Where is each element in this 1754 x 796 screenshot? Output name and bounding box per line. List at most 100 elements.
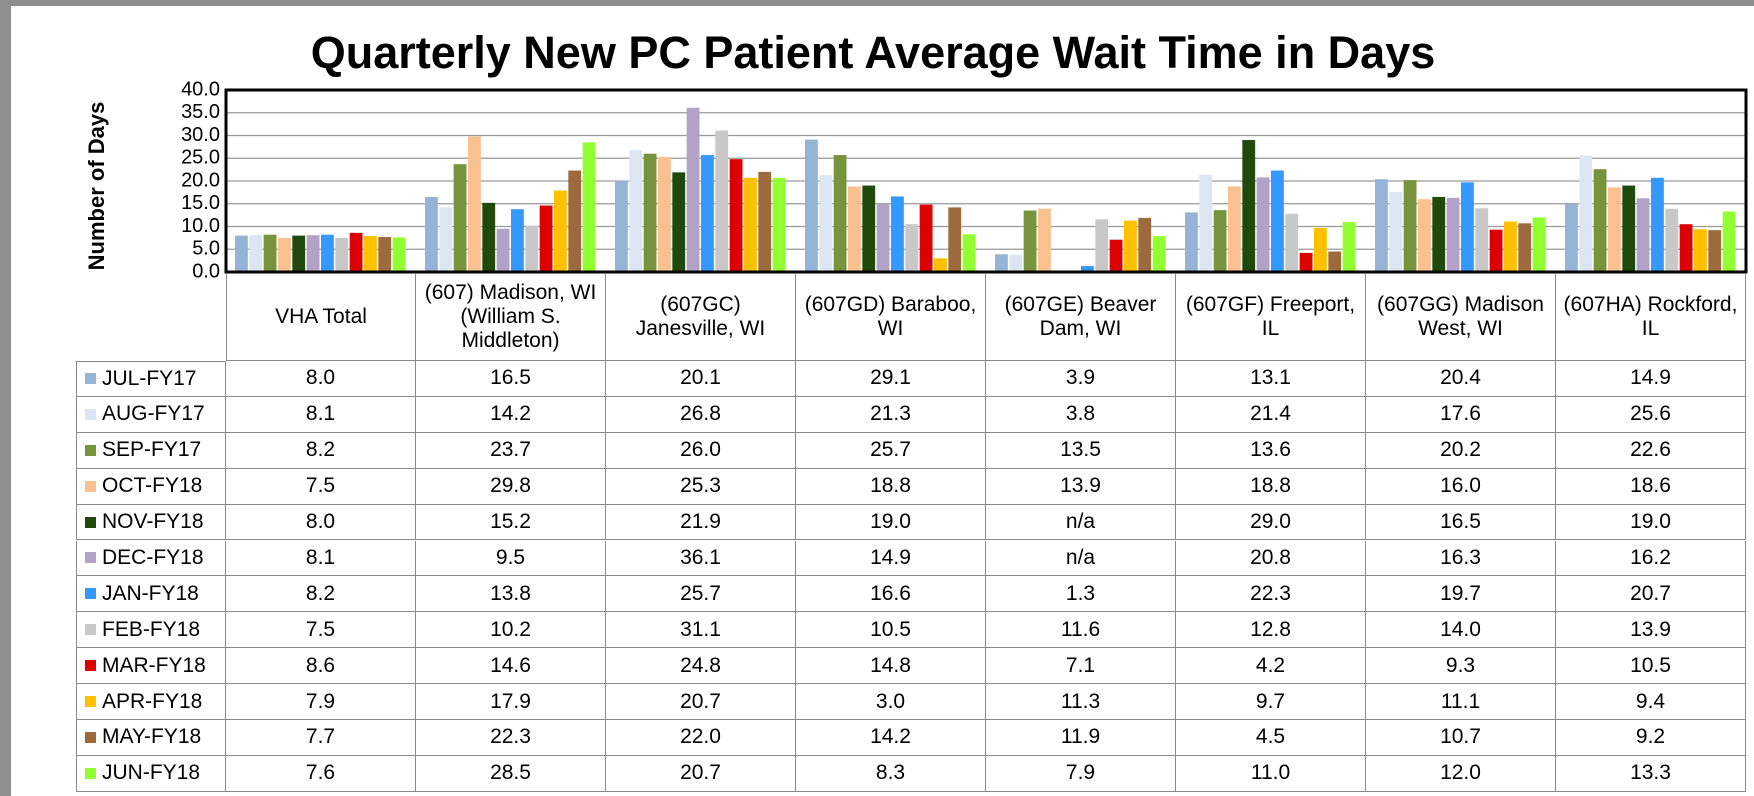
legend-swatch <box>85 660 96 672</box>
bar <box>715 130 729 272</box>
bar <box>1403 180 1417 272</box>
bar <box>1694 229 1707 272</box>
table-value: 7.9 <box>986 755 1176 792</box>
table-value: 25.6 <box>1556 396 1746 433</box>
table-value: 16.0 <box>1366 468 1556 505</box>
bar <box>1446 197 1460 272</box>
table-value: 14.2 <box>416 396 606 433</box>
bar <box>1679 224 1693 272</box>
bar <box>1081 266 1094 272</box>
category-header: (607GD) Baraboo, WI <box>796 274 986 361</box>
bar <box>1532 217 1546 272</box>
bar <box>1579 155 1593 272</box>
bar <box>672 172 686 272</box>
table-value: 13.3 <box>1556 755 1746 792</box>
table-value: 21.9 <box>606 504 796 541</box>
table-value: 7.6 <box>226 755 416 792</box>
bar <box>819 175 833 272</box>
bar <box>425 196 438 272</box>
bar <box>1124 220 1137 272</box>
table-value: 3.0 <box>796 684 986 720</box>
table-value: 13.9 <box>1556 612 1746 649</box>
bar <box>1138 217 1152 272</box>
bar <box>1285 213 1299 272</box>
legend-entry: JAN-FY18 <box>76 576 226 613</box>
bar <box>905 224 919 272</box>
table-value: n/a <box>986 504 1176 541</box>
table-value: 9.4 <box>1556 684 1746 720</box>
y-tick-label: 40.0 <box>181 78 220 100</box>
bar <box>744 177 757 272</box>
table-value: 7.5 <box>226 612 416 649</box>
legend-entry: AUG-FY17 <box>76 396 226 433</box>
legend-entry: NOV-FY18 <box>76 504 226 541</box>
bar <box>1199 174 1213 272</box>
bar <box>1489 229 1503 272</box>
bar <box>1708 230 1722 272</box>
bar <box>729 159 743 272</box>
bar <box>335 237 349 272</box>
legend-swatch <box>85 444 96 456</box>
bar <box>378 236 392 272</box>
bar <box>1375 179 1388 272</box>
table-value: 14.2 <box>796 720 986 756</box>
table-value: 16.5 <box>1366 504 1556 541</box>
table-value: 10.7 <box>1366 720 1556 756</box>
bar <box>1271 170 1284 272</box>
table-value: 9.5 <box>416 540 606 577</box>
table-value: n/a <box>986 540 1176 577</box>
table-value: 3.8 <box>986 396 1176 433</box>
table-value: 8.2 <box>226 576 416 613</box>
bar <box>468 136 481 272</box>
bar <box>1109 239 1123 272</box>
bar <box>862 185 876 272</box>
legend-label: NOV-FY18 <box>102 510 204 534</box>
legend-label: JAN-FY18 <box>102 581 199 605</box>
y-axis-label: Number of Days <box>84 102 109 271</box>
bar <box>263 234 277 272</box>
table-value: 29.1 <box>796 361 986 397</box>
bar <box>1256 177 1270 272</box>
legend-label: AUG-FY17 <box>102 402 205 426</box>
legend-label: MAR-FY18 <box>102 653 206 677</box>
y-tick-label: 5.0 <box>192 238 220 260</box>
bar <box>1152 236 1166 272</box>
table-value: 14.6 <box>416 648 606 685</box>
table-value: 25.7 <box>606 576 796 613</box>
bar <box>349 232 363 272</box>
table-value: 20.2 <box>1366 432 1556 469</box>
bar <box>1665 208 1679 272</box>
table-value: 18.6 <box>1556 468 1746 505</box>
legend-swatch <box>85 731 96 743</box>
table-value: 7.7 <box>226 720 416 756</box>
bar <box>1342 221 1356 272</box>
table-value: 13.8 <box>416 576 606 613</box>
bar <box>686 107 700 273</box>
legend-swatch <box>85 480 96 492</box>
table-value: 7.1 <box>986 648 1176 685</box>
bar <box>1461 182 1474 272</box>
table-value: 11.3 <box>986 684 1176 720</box>
bar <box>1299 252 1313 272</box>
bar <box>249 235 263 272</box>
table-value: 16.5 <box>416 361 606 397</box>
table-value: 22.0 <box>606 720 796 756</box>
table-value: 11.1 <box>1366 684 1556 720</box>
legend-swatch <box>85 767 96 779</box>
table-value: 9.2 <box>1556 720 1746 756</box>
table-value: 8.1 <box>226 396 416 433</box>
bar <box>1504 221 1517 272</box>
table-value: 10.5 <box>796 612 986 649</box>
legend-label: DEC-FY18 <box>102 545 204 569</box>
bar <box>891 196 904 272</box>
bar <box>1009 254 1023 272</box>
bar <box>1314 227 1327 272</box>
bar <box>701 155 714 272</box>
table-value: 16.6 <box>796 576 986 613</box>
category-header: (607) Madison, WI (William S. Middleton) <box>416 274 606 361</box>
legend-swatch <box>85 373 96 385</box>
bar <box>1213 210 1227 272</box>
table-value: 15.2 <box>416 504 606 541</box>
table-value: 11.9 <box>986 720 1176 756</box>
table-value: 29.0 <box>1176 504 1366 541</box>
